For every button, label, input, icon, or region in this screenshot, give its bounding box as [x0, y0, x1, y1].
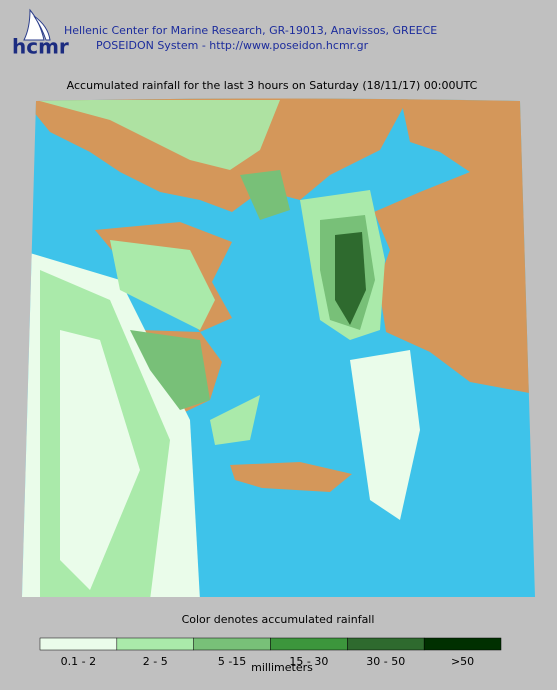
- legend-swatch: [193, 637, 271, 651]
- legend-label: >50: [451, 655, 474, 668]
- legend-swatch: [423, 637, 502, 651]
- legend-unit: millimeters: [251, 661, 313, 674]
- map: [22, 98, 535, 597]
- legend-label: 5 -15: [218, 655, 246, 668]
- legend: 0.1 - 2 2 - 5 5 -15 15 - 30 30 - 50 >50: [39, 637, 502, 668]
- legend-swatch: [270, 637, 348, 651]
- header-line: Hellenic Center for Marine Research, GR-…: [64, 24, 437, 37]
- logo-icon: [23, 8, 51, 41]
- legend-label: 30 - 50: [366, 655, 405, 668]
- logo-text: hcmr: [12, 35, 69, 59]
- legend-swatch: [39, 637, 118, 651]
- map-title: Accumulated rainfall for the last 3 hour…: [67, 79, 478, 92]
- legend-caption: Color denotes accumulated rainfall: [182, 613, 375, 626]
- legend-swatch: [347, 637, 425, 651]
- legend-label: 2 - 5: [143, 655, 168, 668]
- legend-label: 0.1 - 2: [61, 655, 96, 668]
- legend-label: 15 - 30: [289, 655, 328, 668]
- header-line: POSEIDON System - http://www.poseidon.hc…: [96, 39, 369, 52]
- legend-swatch: [116, 637, 194, 651]
